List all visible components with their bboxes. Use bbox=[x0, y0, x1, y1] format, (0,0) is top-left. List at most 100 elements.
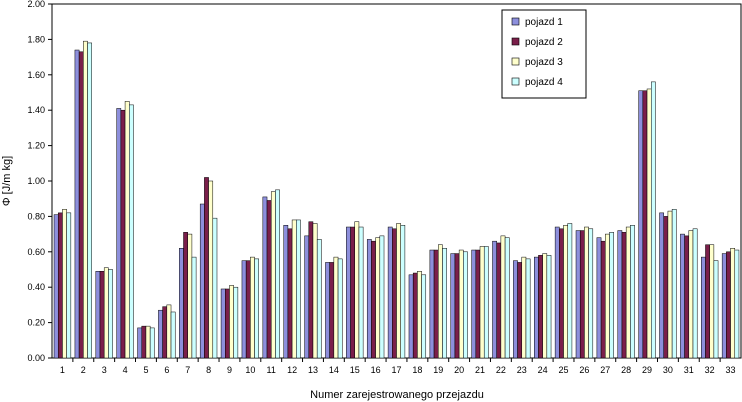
bar bbox=[646, 88, 652, 359]
bar bbox=[475, 249, 481, 359]
bar bbox=[333, 256, 339, 359]
bar bbox=[496, 242, 502, 359]
bar bbox=[350, 226, 355, 359]
y-tick-label: 0.40 bbox=[27, 282, 45, 292]
bar bbox=[730, 248, 736, 359]
bar bbox=[642, 90, 648, 359]
bar bbox=[454, 253, 460, 359]
x-tick-label: 6 bbox=[164, 365, 169, 375]
bar bbox=[609, 232, 614, 359]
bar bbox=[170, 311, 176, 359]
x-tick-label: 32 bbox=[705, 365, 715, 375]
x-tick-label: 27 bbox=[600, 365, 610, 375]
legend-label: pojazd 2 bbox=[525, 37, 563, 48]
bar bbox=[329, 262, 335, 359]
y-tick-label: 0.20 bbox=[27, 318, 45, 328]
legend: pojazd 1 pojazd 2 pojazd 3 pojazd 4 bbox=[501, 9, 587, 99]
bar bbox=[588, 228, 594, 359]
x-tick-label: 13 bbox=[308, 365, 318, 375]
bar bbox=[559, 228, 564, 359]
bar bbox=[429, 249, 435, 359]
x-tick-label: 4 bbox=[123, 365, 128, 375]
legend-swatch bbox=[511, 37, 520, 46]
x-tick-label: 17 bbox=[391, 365, 401, 375]
bar bbox=[542, 253, 548, 359]
bar bbox=[183, 232, 188, 359]
y-tick-label: 1.60 bbox=[27, 70, 45, 80]
bar bbox=[145, 325, 151, 359]
bar bbox=[158, 309, 163, 359]
bar bbox=[57, 212, 63, 359]
x-tick-label: 26 bbox=[579, 365, 589, 375]
bar bbox=[600, 240, 606, 359]
x-axis-title: Numer zarejestrowanego przejazdu bbox=[310, 389, 484, 401]
y-tick-label: 1.20 bbox=[27, 141, 45, 151]
bar bbox=[463, 251, 468, 359]
x-tick-label: 5 bbox=[143, 365, 148, 375]
legend-swatch bbox=[511, 57, 520, 66]
legend-label: pojazd 1 bbox=[525, 17, 563, 28]
y-tick-label: 0.60 bbox=[27, 247, 45, 257]
bar bbox=[366, 239, 372, 359]
bar bbox=[308, 221, 314, 359]
x-tick-label: 3 bbox=[102, 365, 107, 375]
bar bbox=[442, 248, 447, 359]
bar bbox=[396, 223, 401, 359]
plot-area: 0.00 0.20 0.40 0.60 0.80 1.00 1.20 1.40 1.60 1.80… bbox=[27, 0, 742, 375]
x-tick-label: 21 bbox=[475, 365, 485, 375]
y-axis-title: Φ [J/m kg] bbox=[1, 156, 13, 206]
bar bbox=[275, 189, 280, 359]
bar bbox=[78, 51, 84, 359]
bar bbox=[375, 237, 381, 359]
bar bbox=[513, 260, 518, 359]
bar bbox=[617, 230, 623, 359]
legend-swatch bbox=[511, 17, 520, 26]
x-tick-label: 19 bbox=[433, 365, 443, 375]
x-tick-label: 31 bbox=[684, 365, 694, 375]
bar bbox=[458, 249, 464, 359]
bar bbox=[166, 304, 172, 359]
x-tick-label: 23 bbox=[517, 365, 527, 375]
bar bbox=[312, 223, 318, 359]
bar bbox=[199, 203, 205, 359]
legend-label: pojazd 3 bbox=[525, 57, 563, 68]
x-tick-label: 33 bbox=[726, 365, 736, 375]
bar bbox=[450, 253, 456, 359]
bar bbox=[605, 233, 610, 359]
x-tick-label: 8 bbox=[206, 365, 211, 375]
y-tick-label: 2.00 bbox=[27, 0, 45, 9]
bar bbox=[95, 271, 101, 359]
bar bbox=[567, 223, 573, 359]
bar bbox=[241, 260, 247, 359]
bar bbox=[534, 256, 539, 359]
bar bbox=[87, 42, 92, 359]
bar bbox=[701, 256, 706, 359]
bar bbox=[354, 221, 360, 359]
bar bbox=[179, 248, 184, 359]
bar bbox=[74, 49, 80, 359]
bar bbox=[204, 177, 209, 359]
bar bbox=[734, 249, 740, 359]
bar bbox=[287, 228, 293, 359]
y-tick-label: 1.00 bbox=[27, 176, 45, 186]
bar bbox=[233, 286, 239, 359]
bar bbox=[83, 40, 88, 359]
bar bbox=[621, 232, 627, 359]
bar bbox=[575, 230, 581, 359]
bar bbox=[371, 240, 376, 359]
bar bbox=[120, 109, 126, 359]
bar bbox=[149, 327, 155, 359]
bar bbox=[521, 256, 527, 359]
bar bbox=[124, 101, 130, 359]
bar bbox=[579, 230, 585, 359]
bar bbox=[546, 255, 552, 359]
bar bbox=[412, 272, 418, 359]
x-tick-label: 14 bbox=[329, 365, 339, 375]
bar bbox=[554, 226, 560, 359]
bar bbox=[479, 246, 485, 359]
bar bbox=[116, 108, 122, 359]
x-tick-label: 10 bbox=[245, 365, 255, 375]
bar bbox=[500, 235, 506, 359]
x-tick-label: 12 bbox=[287, 365, 297, 375]
bar bbox=[208, 180, 214, 359]
